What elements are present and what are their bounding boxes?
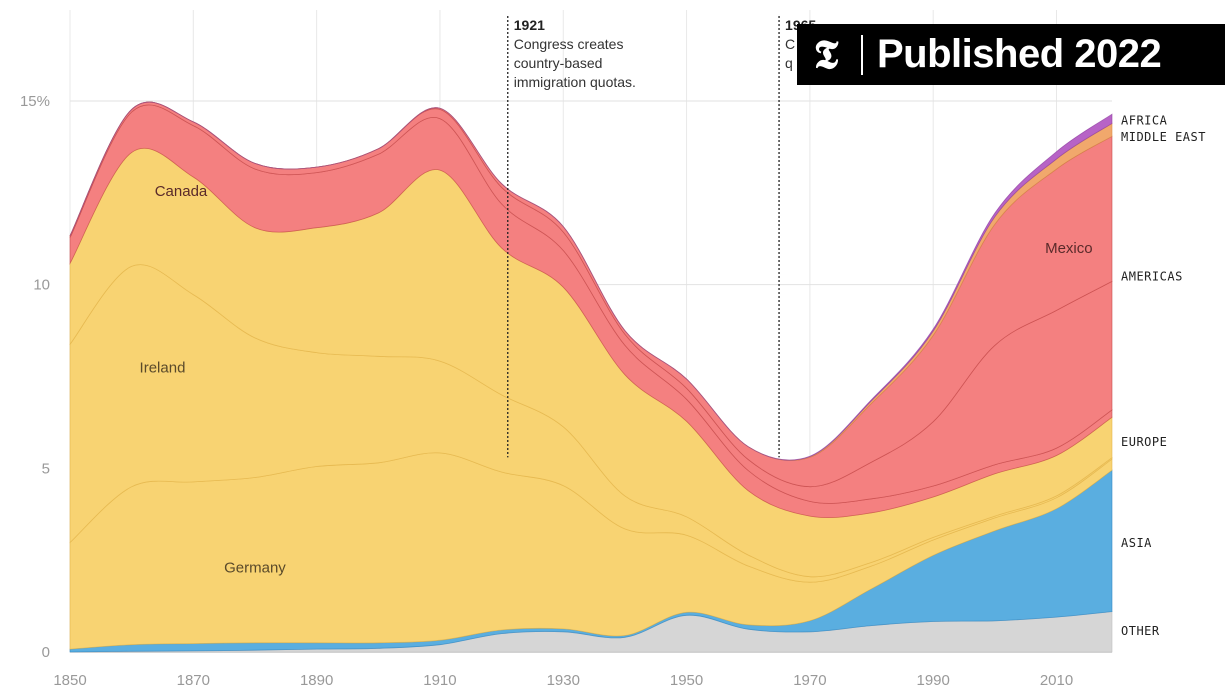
x-tick-label: 1910: [423, 672, 456, 689]
region-label: AFRICA: [1121, 113, 1168, 127]
region-label: ASIA: [1121, 536, 1152, 550]
region-label: MIDDLE EAST: [1121, 130, 1206, 144]
annotation-text: Congress creates: [514, 36, 624, 52]
published-badge: 𝕿 Published 2022: [797, 24, 1225, 85]
region-labels: AFRICA MIDDLE EAST AMERICAS EUROPE ASIA OTHER: [1121, 113, 1206, 638]
country-label: Germany: [224, 560, 286, 577]
x-tick-label: 1970: [793, 672, 826, 689]
x-tick-label: 1850: [53, 672, 86, 689]
annotation-text: C: [785, 36, 795, 52]
country-label: Canada: [155, 183, 208, 200]
annotations: 1921 Congress creates country-based immigra…: [507, 16, 816, 458]
nyt-t-logo-icon: 𝕿: [813, 31, 839, 78]
published-year-label: Published 2022: [877, 32, 1162, 76]
region-label: EUROPE: [1121, 435, 1167, 449]
x-tick-label: 1890: [300, 672, 333, 689]
x-tick-label: 1870: [177, 672, 210, 689]
annotation-text: immigration quotas.: [514, 74, 636, 90]
y-tick-label: 15%: [20, 93, 50, 110]
region-label: AMERICAS: [1121, 269, 1183, 283]
annotation-text: q: [785, 55, 793, 71]
region-label: OTHER: [1121, 624, 1160, 638]
stacked-areas: [69, 101, 1113, 653]
badge-separator: [861, 34, 863, 75]
x-axis: 1850 1870 1890 1910 1930 1950 1970 1990 2010: [53, 672, 1073, 689]
x-tick-label: 1950: [670, 672, 703, 689]
y-tick-label: 0: [42, 644, 50, 661]
annotation-year: 1921: [514, 17, 545, 33]
x-tick-label: 1990: [917, 672, 950, 689]
y-tick-label: 10: [33, 277, 50, 294]
y-tick-label: 5: [42, 460, 50, 477]
x-tick-label: 1930: [547, 672, 580, 689]
annotation-text: country-based: [514, 55, 603, 71]
x-tick-label: 2010: [1040, 672, 1073, 689]
country-label: Ireland: [140, 359, 186, 376]
y-axis: 0 5 10 15%: [20, 93, 50, 661]
country-label: Mexico: [1045, 240, 1093, 257]
country-labels: Canada Ireland Germany Mexico: [140, 183, 1093, 577]
area-africa: [69, 101, 1113, 461]
